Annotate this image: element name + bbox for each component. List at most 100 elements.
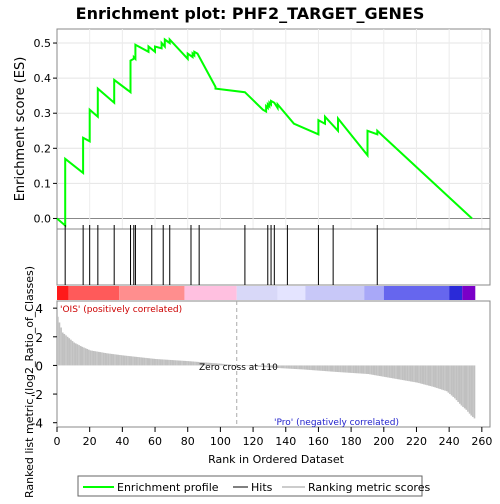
positive-correlation-label: 'OIS' (positively correlated) (60, 305, 182, 315)
metric-bar (405, 365, 407, 380)
metric-bar (291, 365, 293, 368)
metric-bar (464, 365, 466, 408)
metric-bar (443, 365, 445, 390)
metric-bar (126, 356, 128, 366)
metric-bar (356, 365, 358, 373)
metric-bar (340, 365, 342, 372)
metric-bar (279, 365, 281, 368)
metric-bar (168, 360, 170, 366)
metric-bar (144, 358, 146, 366)
metric-bar (162, 359, 164, 365)
metric-bar (446, 365, 448, 391)
metric-bar (415, 365, 417, 382)
metric-bar (420, 365, 422, 383)
metric-bar (78, 345, 80, 365)
x-tick-label: 260 (471, 435, 492, 448)
metric-bar (338, 365, 340, 372)
metric-bar (101, 352, 103, 365)
metric-bar (398, 365, 400, 379)
metric-bar (117, 355, 119, 366)
color-bar-segment (278, 286, 306, 300)
metric-bar (80, 346, 82, 365)
metric-bar (374, 365, 376, 375)
metric-bar (134, 357, 136, 366)
metric-bar (436, 365, 438, 388)
metric-bar (96, 352, 98, 366)
metric-bar (348, 365, 350, 372)
metric-bar (361, 365, 363, 373)
metric-bar (312, 365, 314, 370)
metric-bar (90, 350, 92, 365)
color-bar-segment (68, 286, 119, 300)
metric-bar (430, 365, 432, 386)
legend-ranking-metric-scores: Ranking metric scores (308, 481, 430, 494)
metric-bar (456, 365, 458, 400)
metric-bar (341, 365, 343, 372)
metric-bar (372, 365, 374, 374)
metric-bar (425, 365, 427, 384)
metric-bar (431, 365, 433, 386)
metric-bar (354, 365, 356, 373)
metric-bar (439, 365, 441, 389)
metric-bar (307, 365, 309, 369)
metric-bar (434, 365, 436, 387)
metric-bar (282, 365, 284, 368)
metric-bar (95, 351, 97, 365)
es-y-tick-label: 0.1 (34, 177, 52, 190)
x-tick-label: 220 (406, 435, 427, 448)
metric-bar (327, 365, 329, 371)
metric-bar (170, 360, 172, 365)
metric-bar (441, 365, 443, 389)
metric-bar (175, 360, 177, 365)
color-bar-segment (364, 286, 384, 300)
metric-y-tick-label: 2 (35, 331, 43, 345)
metric-bar (132, 356, 134, 365)
color-bar-segment (237, 286, 278, 300)
es-y-tick-label: 0.5 (34, 37, 52, 50)
metric-bar (377, 365, 379, 375)
metric-bar (358, 365, 360, 373)
metric-bar (364, 365, 366, 373)
metric-bar (382, 365, 384, 376)
metric-bar (88, 350, 90, 366)
color-bar-segment (384, 286, 449, 300)
metric-bar (418, 365, 420, 383)
metric-bar (317, 365, 319, 370)
legend-hits: Hits (251, 481, 273, 494)
metric-bar (59, 322, 61, 365)
metric-bar (99, 352, 101, 365)
x-tick-label: 180 (341, 435, 362, 448)
metric-bar (281, 365, 283, 368)
metric-bar (176, 360, 178, 365)
metric-bar (155, 359, 157, 365)
metric-bar (137, 357, 139, 365)
metric-bar (351, 365, 353, 373)
x-tick-label: 140 (275, 435, 296, 448)
metric-bar (183, 361, 185, 366)
metric-bar (309, 365, 311, 369)
metric-bar (131, 356, 133, 365)
metric-bar (86, 349, 88, 365)
metric-bar (152, 359, 154, 366)
metric-bar (68, 338, 70, 365)
es-y-tick-label: 0.3 (34, 107, 52, 120)
metric-bar (454, 365, 456, 398)
metric-bar (426, 365, 428, 385)
metric-bar (330, 365, 332, 371)
metric-bar (64, 334, 66, 366)
metric-bar (449, 365, 451, 394)
metric-bar (300, 365, 302, 369)
metric-bar (140, 357, 142, 365)
metric-bar (345, 365, 347, 372)
hits-panel-frame (57, 229, 490, 285)
metric-bar (119, 355, 121, 365)
metric-bar (421, 365, 423, 383)
x-tick-label: 20 (83, 435, 97, 448)
metric-bar (452, 365, 454, 397)
metric-y-tick-label: 0 (35, 359, 43, 373)
metric-bar (135, 357, 137, 366)
metric-bar (191, 361, 193, 365)
metric-bar (65, 335, 67, 365)
